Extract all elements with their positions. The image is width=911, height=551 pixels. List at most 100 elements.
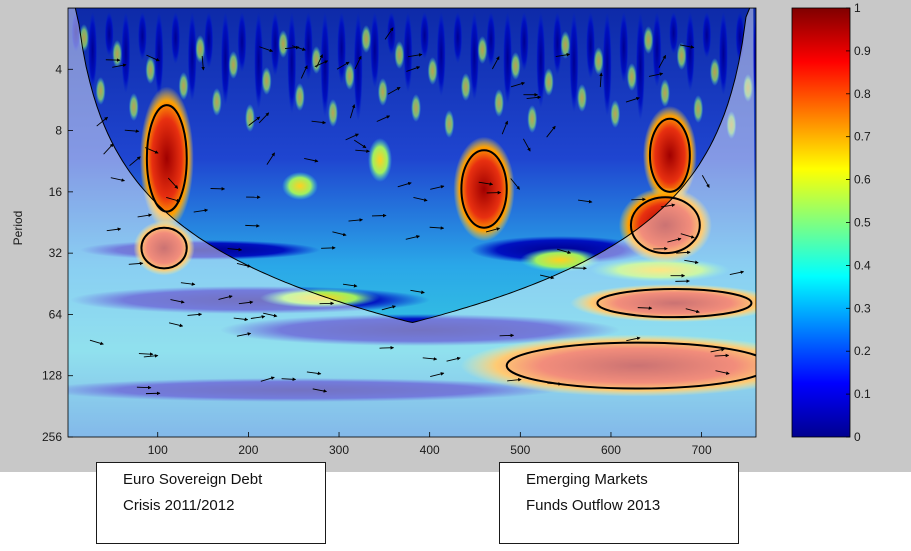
phase-arrow: [180, 282, 196, 286]
texture-streak: [420, 12, 430, 59]
phase-arrow: [112, 63, 127, 68]
colorbar-tick-label: 0.9: [854, 44, 871, 58]
texture-highlight: [444, 110, 455, 138]
texture-highlight: [195, 35, 206, 63]
texture-streak: [469, 12, 479, 100]
texture-streak: [635, 12, 645, 120]
phase-arrow: [430, 372, 445, 378]
phase-arrow: [478, 181, 494, 186]
texture-streak: [602, 12, 612, 116]
texture-highlight: [228, 51, 239, 79]
phase-arrow: [397, 181, 412, 188]
phase-arrow: [384, 27, 394, 40]
phase-arrow: [376, 115, 391, 122]
phase-arrow: [129, 156, 141, 167]
phase-arrow: [201, 55, 205, 71]
phase-arrow: [410, 289, 425, 294]
x-tick-label: 200: [238, 443, 258, 457]
phase-arrow: [218, 295, 233, 300]
annotation-em-line-1: Emerging Markets: [526, 471, 648, 488]
texture-streak: [403, 12, 413, 92]
texture-dark-band: [68, 378, 560, 402]
significance-contour: [596, 287, 753, 319]
texture-streak: [337, 12, 347, 84]
texture-highlight: [709, 58, 720, 86]
phase-arrow: [387, 87, 401, 95]
phase-arrow: [124, 129, 140, 133]
phase-arrow: [193, 208, 209, 213]
texture-streak: [220, 12, 230, 105]
phase-arrow: [236, 263, 252, 268]
texture-warm-spot: [590, 258, 730, 282]
texture-highlight: [245, 104, 255, 132]
phase-arrow: [413, 196, 428, 202]
texture-streak: [685, 12, 695, 91]
coherence-blob: [618, 187, 712, 263]
texture-highlight: [510, 52, 521, 80]
texture-streak: [303, 12, 313, 80]
texture-highlight: [377, 78, 388, 106]
texture-highlight: [577, 84, 587, 112]
significance-contour: [140, 226, 188, 270]
annotation-euro-line-1: Euro Sovereign Debt: [123, 471, 263, 488]
colorbar-tick-label: 0.6: [854, 173, 871, 187]
phase-arrow: [332, 231, 347, 237]
texture-highlight: [361, 25, 372, 53]
texture-streak: [154, 12, 164, 97]
colorbar-tick-label: 0: [854, 430, 861, 444]
texture-dark-band: [220, 314, 620, 346]
texture-streak: [702, 12, 712, 58]
phase-arrow: [406, 66, 421, 72]
phase-arrow: [446, 356, 461, 362]
texture-highlight: [211, 88, 222, 116]
annotation-em-line-2: Funds Outflow 2013: [526, 497, 661, 514]
phase-arrow: [187, 312, 203, 317]
texture-highlight: [643, 26, 654, 54]
phase-arrow: [248, 116, 261, 126]
phase-arrow: [540, 274, 555, 280]
coherence-chart: 100 200 300 400 500 600 700 4 8 16 32 64 128 256 Per…: [11, 1, 871, 457]
phase-arrow: [405, 235, 421, 240]
phase-arrow: [138, 352, 154, 356]
phase-arrow: [316, 54, 323, 68]
phase-arrow: [522, 138, 531, 152]
phase-arrow: [233, 317, 249, 322]
colorbar-tick-label: 0.1: [854, 387, 871, 401]
phase-arrow: [349, 104, 356, 119]
texture-highlight: [477, 36, 488, 64]
texture-streak: [536, 12, 546, 108]
y-tick-label: 16: [49, 185, 63, 199]
significance-contour: [145, 104, 188, 213]
x-tick-label: 100: [148, 443, 168, 457]
texture-streak: [436, 12, 446, 96]
coherence-blob: [139, 86, 194, 231]
phase-arrow: [348, 218, 364, 222]
texture-highlight: [278, 30, 289, 58]
colorbar-tick-label: 0.2: [854, 344, 871, 358]
phase-arrow: [507, 377, 522, 382]
texture-highlight: [693, 95, 704, 123]
annotation-euro-crisis: Euro Sovereign Debt Crisis 2011/2012: [96, 462, 326, 544]
phase-arrow: [625, 96, 640, 103]
phase-arrow: [110, 177, 126, 182]
colorbar-tick-label: 0.3: [854, 301, 871, 315]
texture-highlight: [660, 79, 670, 107]
phase-arrow: [578, 199, 593, 204]
texture-highlight: [128, 93, 139, 121]
texture-highlight: [112, 40, 123, 68]
texture-highlight: [294, 83, 305, 111]
phase-arrow: [312, 388, 328, 393]
phase-arrow: [626, 336, 641, 342]
texture-streak: [718, 12, 728, 95]
colorbar: 0 0.1 0.2 0.3 0.4 0.5 0.6 0.7 0.8 0.9 1: [791, 1, 871, 444]
texture-streak: [88, 12, 98, 89]
significance-contour: [505, 341, 756, 390]
phase-arrow: [353, 139, 367, 149]
phase-arrow: [408, 53, 423, 58]
phase-arrow: [281, 377, 297, 382]
x-tick-label: 700: [692, 443, 712, 457]
phase-arrow: [684, 259, 699, 264]
phase-arrow: [701, 175, 710, 188]
texture-highlight: [411, 94, 421, 122]
colorbar-gradient: [791, 7, 851, 438]
